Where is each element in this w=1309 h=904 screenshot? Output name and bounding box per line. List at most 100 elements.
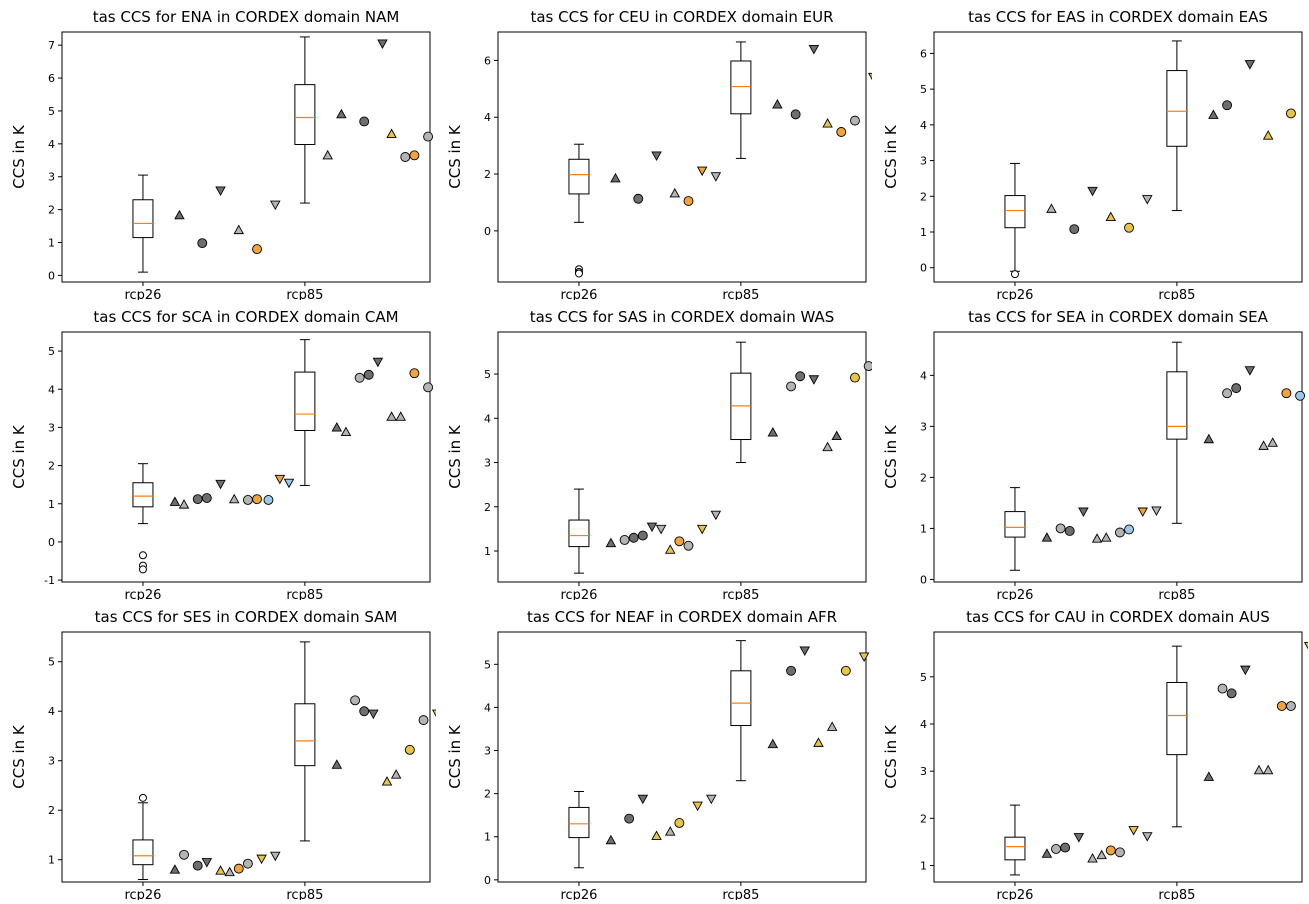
y-tick-label: 4 xyxy=(48,705,55,718)
y-tick-label: 1 xyxy=(484,545,491,558)
marker-point xyxy=(795,371,806,382)
marker-point xyxy=(637,530,648,541)
y-axis-label: CCS in K xyxy=(446,124,464,189)
marker-point xyxy=(1124,524,1134,535)
marker-point xyxy=(256,854,267,865)
y-tick-label: -1 xyxy=(44,574,55,587)
marker-point xyxy=(1267,437,1278,447)
outlier-point xyxy=(138,565,147,574)
y-tick-label: 2 xyxy=(484,788,491,801)
marker-point xyxy=(400,152,411,162)
marker-point xyxy=(1137,507,1148,518)
marker-point xyxy=(655,524,667,535)
marker-point xyxy=(1041,532,1053,542)
y-tick-label: 6 xyxy=(484,54,491,67)
marker-point xyxy=(340,426,352,437)
marker-point xyxy=(619,535,630,545)
marker-point xyxy=(1142,195,1153,205)
marker-point xyxy=(263,494,274,505)
y-tick-label: 1 xyxy=(48,237,55,250)
box-rcp85 xyxy=(730,41,752,159)
marker-point xyxy=(283,478,295,489)
marker-point xyxy=(799,646,811,656)
y-tick-label: 4 xyxy=(484,111,491,124)
marker-point xyxy=(683,540,694,551)
box-rcp26 xyxy=(1004,487,1026,571)
box-plot: tas CCS for CAU in CORDEX domain AUS CCS … xyxy=(882,608,1309,903)
y-tick-label: 3 xyxy=(920,155,927,168)
y-tick-label: 4 xyxy=(484,412,491,425)
marker-point xyxy=(423,382,434,393)
marker-point xyxy=(242,858,253,869)
y-tick-label: 3 xyxy=(48,421,55,434)
chart-title: tas CCS for ENA in CORDEX domain NAM xyxy=(93,8,400,26)
marker-point xyxy=(633,193,644,204)
y-tick-label: 1 xyxy=(48,854,55,867)
chart-title: tas CCS for SAS in CORDEX domain WAS xyxy=(530,308,835,326)
box-rcp85 xyxy=(1166,341,1188,524)
box-iqr xyxy=(294,371,316,431)
marker-point xyxy=(1286,108,1296,119)
marker-point xyxy=(331,421,343,432)
marker-point xyxy=(359,116,370,127)
y-tick-label: 5 xyxy=(48,656,55,669)
y-tick-label: 4 xyxy=(920,369,927,382)
y-tick-label: 0 xyxy=(48,269,55,282)
x-tick-label: rcp26 xyxy=(124,888,161,900)
marker-point xyxy=(790,109,801,120)
marker-point xyxy=(242,494,253,505)
marker-point xyxy=(192,860,203,871)
chart-panel: tas CCS for ENA in CORDEX domain NAM CCS … xyxy=(0,0,457,303)
marker-point xyxy=(1046,203,1057,213)
outlier-point xyxy=(138,551,147,560)
marker-point xyxy=(674,817,685,828)
x-tick-label: rcp26 xyxy=(124,588,161,600)
marker-point xyxy=(1073,833,1085,843)
box-rcp26 xyxy=(1004,804,1026,876)
box-iqr xyxy=(568,806,590,839)
marker-point xyxy=(840,665,851,676)
marker-point xyxy=(1041,848,1053,858)
marker-point xyxy=(624,813,635,824)
marker-point xyxy=(1262,130,1274,140)
y-tick-label: 2 xyxy=(484,501,491,514)
y-tick-label: 5 xyxy=(48,105,55,118)
box-iqr xyxy=(132,482,154,508)
box-iqr xyxy=(294,84,316,145)
y-tick-label: 3 xyxy=(920,765,927,778)
marker-point xyxy=(664,826,676,836)
marker-point xyxy=(363,369,374,380)
marker-point xyxy=(354,372,365,383)
y-tick-label: 5 xyxy=(484,658,491,671)
y-tick-label: 4 xyxy=(484,701,491,714)
marker-point xyxy=(822,441,833,452)
y-tick-label: 2 xyxy=(48,460,55,473)
marker-point xyxy=(826,721,838,731)
marker-point xyxy=(252,244,262,255)
marker-point xyxy=(651,830,662,840)
y-tick-label: 3 xyxy=(484,457,491,470)
marker-point xyxy=(683,196,694,206)
x-tick-label: rcp26 xyxy=(560,288,597,300)
marker-point xyxy=(1276,701,1287,712)
plot-frame xyxy=(933,331,1303,583)
marker-point xyxy=(710,172,722,182)
y-tick-label: 5 xyxy=(48,345,55,358)
marker-point xyxy=(1244,60,1256,70)
box-iqr xyxy=(294,703,316,767)
marker-point xyxy=(228,493,240,504)
marker-point xyxy=(1253,764,1265,775)
marker-point xyxy=(372,357,384,368)
marker-point xyxy=(270,200,281,211)
marker-point xyxy=(605,537,617,548)
marker-point xyxy=(386,411,397,421)
marker-point xyxy=(381,776,393,786)
x-tick-label: rcp85 xyxy=(286,888,323,900)
marker-point xyxy=(274,474,286,485)
marker-point xyxy=(637,794,649,805)
y-tick-label: 1 xyxy=(920,226,927,239)
box-iqr xyxy=(568,519,590,548)
box-rcp26 xyxy=(568,143,590,278)
box-rcp85 xyxy=(294,339,316,486)
x-tick-label: rcp26 xyxy=(560,888,597,900)
